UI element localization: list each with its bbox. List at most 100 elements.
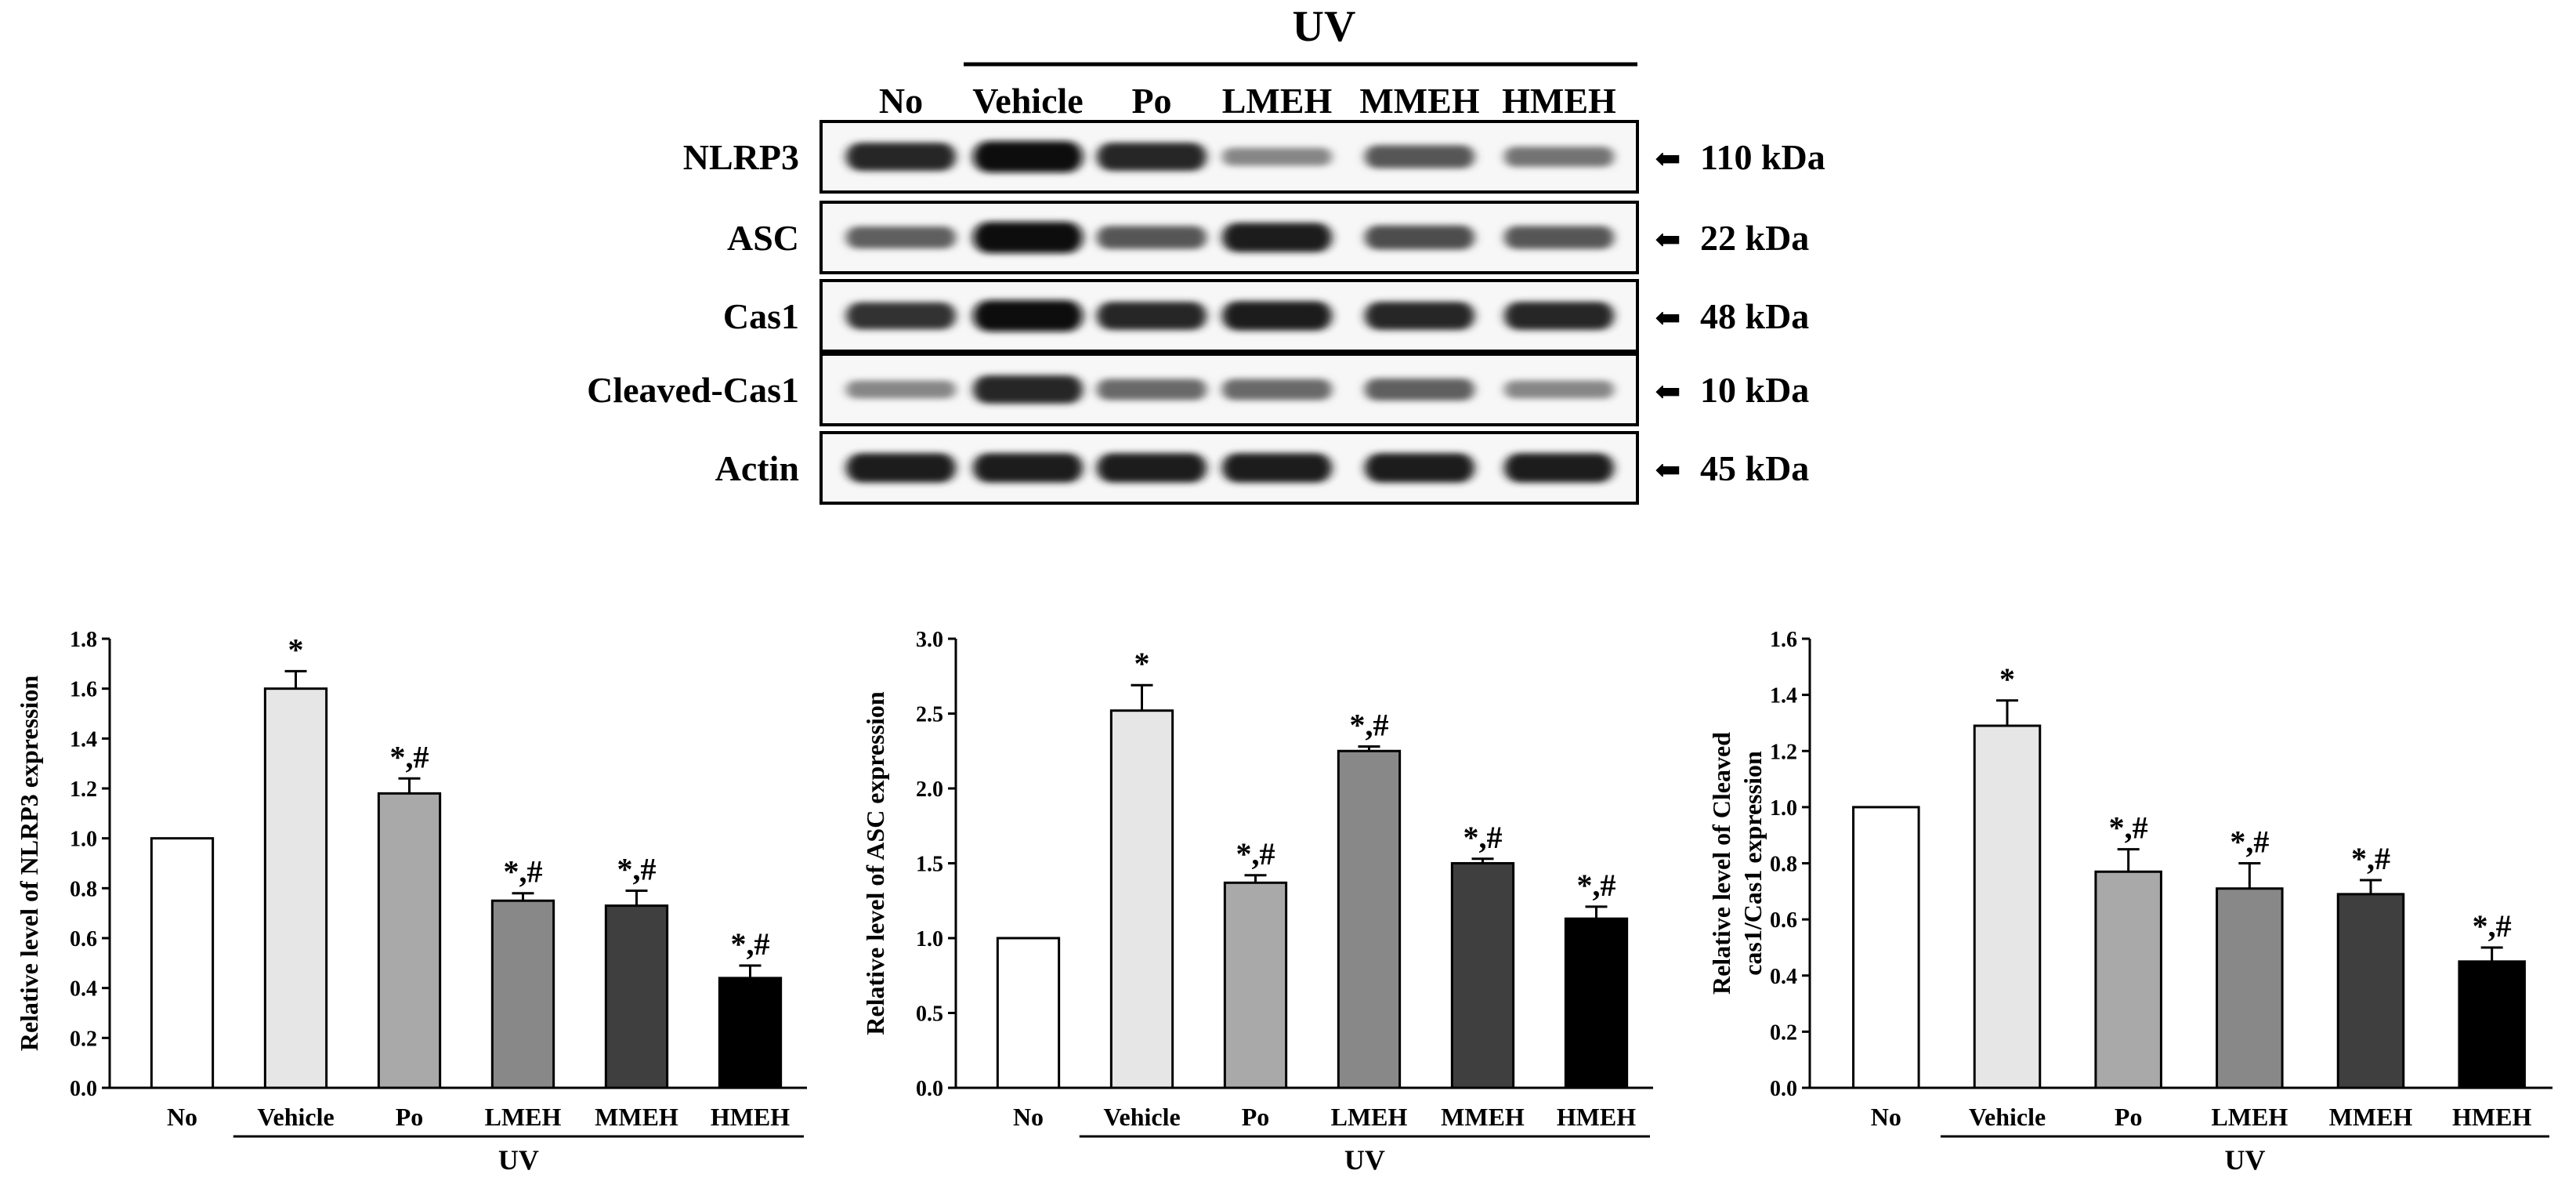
- blot-band: [846, 380, 956, 399]
- significance-label: *,#: [2109, 810, 2148, 846]
- significance-label: *,#: [504, 854, 543, 890]
- bar: [1564, 917, 1629, 1089]
- blot-band: [1365, 145, 1474, 169]
- y-tick-label: 1.8: [70, 628, 97, 652]
- y-tick-label: 0.0: [70, 1077, 97, 1101]
- blot-size-label: 48 kDa: [1700, 296, 1809, 336]
- x-tick-label: LMEH: [2211, 1103, 2288, 1131]
- bar: [263, 687, 328, 1089]
- significance-label: *,#: [617, 852, 657, 887]
- x-tick-label: No: [1013, 1103, 1044, 1131]
- blot-protein-label: NLRP3: [683, 137, 799, 177]
- y-tick-label: 0.5: [916, 1002, 943, 1027]
- y-axis-label: Relative level of Cleaved: [1707, 732, 1735, 995]
- blot-band: [1365, 453, 1474, 483]
- bar: [1109, 709, 1174, 1089]
- y-tick-label: 0.8: [1770, 853, 1797, 877]
- y-tick-label: 0.0: [1770, 1077, 1797, 1101]
- x-tick-label: MMEH: [2329, 1103, 2413, 1131]
- blot-arrow-icon: ⬅: [1655, 300, 1681, 335]
- blot-lane-label: Vehicle: [972, 81, 1083, 121]
- bar: [718, 977, 783, 1089]
- bar: [2458, 960, 2526, 1089]
- blot-size-label: 45 kDa: [1700, 448, 1809, 488]
- x-tick-label: MMEH: [595, 1103, 678, 1131]
- blot-arrow-icon: ⬅: [1655, 222, 1681, 257]
- y-tick-label: 0.2: [70, 1027, 97, 1051]
- x-tick-label: MMEH: [1441, 1103, 1525, 1131]
- x-tick-label: HMEH: [711, 1103, 790, 1131]
- blot-band: [1097, 453, 1207, 483]
- x-tick-label: Vehicle: [1969, 1103, 2046, 1131]
- y-tick-label: 1.0: [916, 927, 943, 951]
- blot-band: [1222, 223, 1332, 252]
- blot-size-label: 110 kDa: [1700, 137, 1825, 177]
- x-tick-label: LMEH: [485, 1103, 562, 1131]
- bar: [996, 937, 1061, 1089]
- blot-band: [1365, 378, 1474, 401]
- blot-band: [846, 142, 956, 172]
- blot-arrow-icon: ⬅: [1655, 374, 1681, 409]
- blot-uv-label: UV: [1293, 2, 1356, 51]
- y-tick-label: 1.4: [70, 727, 97, 752]
- x-tick-label: No: [1871, 1103, 1901, 1131]
- x-tick-label: HMEH: [2452, 1103, 2531, 1131]
- bar: [377, 792, 442, 1089]
- blot-band: [846, 453, 956, 483]
- x-tick-label: Po: [1242, 1103, 1270, 1131]
- bar: [1337, 749, 1402, 1089]
- blot-band: [1504, 301, 1614, 331]
- blot-band: [1504, 226, 1614, 249]
- significance-label: *: [1134, 646, 1150, 681]
- uv-group-label: UV: [1344, 1144, 1385, 1176]
- x-tick-label: Po: [2115, 1103, 2143, 1131]
- chart-asc: 0.0 0.5 1.0 1.5 2.0 2.5 3.0 Relative level of A…: [861, 628, 1653, 1176]
- chart-nlrp3: 0.0 0.2 0.4 0.6 0.8 1.0 1.2 1.4 1.6 1.8 Relative l…: [15, 628, 807, 1176]
- y-tick-label: 1.2: [70, 777, 97, 802]
- y-tick-label: 3.0: [916, 628, 943, 652]
- blot-lane-label: MMEH: [1359, 81, 1480, 121]
- blot-protein-label: ASC: [727, 218, 799, 258]
- y-tick-label: 2.0: [916, 777, 943, 802]
- y-tick-label: 1.6: [1770, 628, 1797, 652]
- y-tick-label: 0.4: [70, 977, 97, 1002]
- blot-arrow-icon: ⬅: [1655, 141, 1681, 176]
- x-tick-label: Po: [396, 1103, 424, 1131]
- blot-band: [1222, 453, 1332, 483]
- significance-label: *,#: [2351, 841, 2390, 876]
- blot-band: [973, 300, 1083, 332]
- chart-cleaved-cas1: 0.0 0.2 0.4 0.6 0.8 1.0 1.2 1.4 1.6 Relative leve…: [1707, 628, 2552, 1176]
- y-tick-label: 1.4: [1770, 684, 1797, 708]
- significance-label: *,#: [390, 739, 429, 774]
- y-tick-label: 2.5: [916, 703, 943, 727]
- x-tick-label: Vehicle: [257, 1103, 334, 1131]
- x-tick-label: Vehicle: [1103, 1103, 1180, 1131]
- blot-band: [1222, 379, 1332, 400]
- blot-size-label: 22 kDa: [1700, 218, 1809, 258]
- bar: [490, 899, 555, 1089]
- blot-band: [1097, 142, 1207, 172]
- blot-lane-label: LMEH: [1222, 81, 1333, 121]
- blot-protein-label: Cas1: [723, 296, 799, 336]
- x-tick-label: HMEH: [1557, 1103, 1636, 1131]
- y-tick-label: 1.0: [70, 828, 97, 852]
- significance-label: *,#: [731, 926, 770, 962]
- blot-band: [846, 302, 956, 330]
- y-axis-label: Relative level of ASC expression: [861, 691, 889, 1035]
- bar: [2094, 870, 2162, 1089]
- y-tick-label: 0.4: [1770, 965, 1797, 989]
- y-axis-label: Relative level of NLRP3 expression: [15, 676, 43, 1052]
- blot-band: [1097, 379, 1207, 400]
- uv-group-label: UV: [498, 1144, 539, 1176]
- x-tick-label: No: [167, 1103, 197, 1131]
- blot-lane-label: No: [879, 81, 923, 121]
- blot-band: [973, 453, 1083, 483]
- significance-label: *,#: [1236, 836, 1275, 872]
- blot-band: [1222, 301, 1332, 331]
- bar: [2216, 887, 2284, 1089]
- blot-band: [1504, 453, 1614, 483]
- significance-label: *,#: [2473, 908, 2512, 944]
- blot-size-label: 10 kDa: [1700, 370, 1809, 410]
- y-tick-label: 1.6: [70, 678, 97, 702]
- y-tick-label: 0.6: [70, 927, 97, 951]
